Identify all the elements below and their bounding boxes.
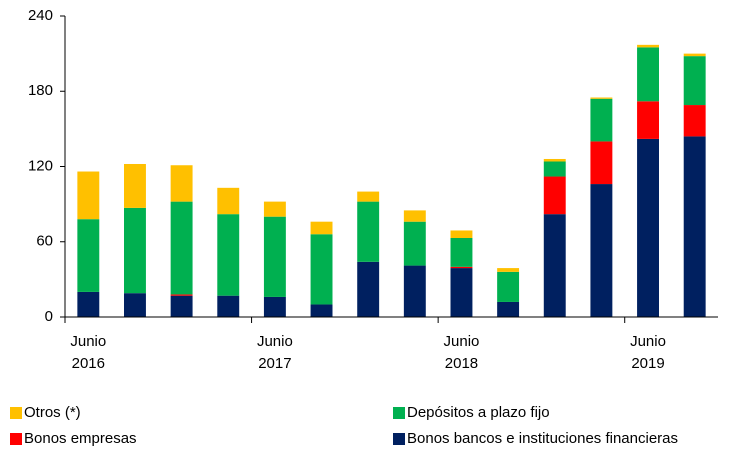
bar-segment	[637, 47, 659, 102]
bar-segment	[124, 293, 146, 317]
bar-segment	[170, 295, 193, 317]
bar-segment	[357, 201, 380, 262]
bar-segment	[543, 161, 566, 177]
legend-label: Depósitos a plazo fijo	[407, 404, 550, 421]
legend-swatch	[393, 407, 405, 419]
bar-segment	[450, 237, 473, 267]
bar-segment	[263, 296, 286, 317]
bar-segment	[497, 301, 520, 317]
x-tick-label: Junio 2019	[630, 333, 666, 372]
y-tick-label: 0	[45, 308, 53, 325]
bar-segment	[683, 105, 706, 137]
bar-segment	[683, 53, 706, 57]
y-tick-label: 60	[36, 233, 53, 250]
bar-segment	[450, 266, 473, 269]
y-tick-label: 240	[28, 7, 53, 24]
bar-segment	[497, 271, 520, 302]
legend-label: Otros (*)	[24, 404, 81, 421]
bar-segment	[357, 261, 380, 317]
bar-segment	[310, 304, 333, 317]
bar-segment	[403, 210, 426, 222]
x-tick-label: Junio 2018	[443, 333, 480, 372]
y-tick-label: 120	[28, 157, 53, 174]
bar-segment	[170, 201, 193, 295]
bar-segment	[543, 176, 566, 215]
legend-swatch	[10, 433, 22, 445]
bar-segment	[497, 268, 520, 272]
bar-segment	[683, 136, 706, 317]
bar-segment	[217, 295, 240, 317]
y-tick-label: 180	[28, 82, 53, 99]
bar-segment	[170, 165, 193, 202]
bar-segment	[77, 171, 100, 220]
bar-segment	[683, 56, 706, 106]
bar-segment	[590, 97, 613, 99]
bar-segment	[263, 216, 286, 297]
bar-segment	[403, 265, 426, 317]
legend-label: Bonos empresas	[24, 430, 137, 447]
bar-segment	[450, 230, 473, 238]
bar-segment	[310, 221, 333, 235]
legend-label: Bonos bancos e instituciones financieras	[407, 430, 678, 447]
legend-swatch	[393, 433, 405, 445]
bar-segment	[124, 207, 146, 294]
bar-segment	[77, 219, 100, 292]
bar-segment	[637, 44, 659, 48]
bar-segment	[543, 214, 566, 317]
bar-segment	[124, 163, 146, 208]
bar-segment	[77, 291, 100, 317]
bar-segment	[590, 141, 613, 185]
bar-segment	[403, 221, 426, 266]
bar-segment	[590, 98, 613, 142]
bar-segment	[543, 158, 566, 162]
x-tick-label: Junio 2016	[70, 333, 107, 372]
bar-segment	[450, 268, 473, 317]
bar-segment	[170, 294, 193, 296]
legend-swatch	[10, 407, 22, 419]
bar-segment	[590, 184, 613, 317]
bar-segment	[217, 214, 240, 296]
bar-segment	[357, 191, 380, 202]
bar-segment	[310, 234, 333, 305]
x-tick-label: Junio 2017	[256, 333, 293, 372]
bar-segment	[637, 138, 659, 317]
bar-segment	[263, 201, 286, 217]
bar-segment	[637, 101, 659, 139]
bar-segment	[217, 187, 240, 215]
